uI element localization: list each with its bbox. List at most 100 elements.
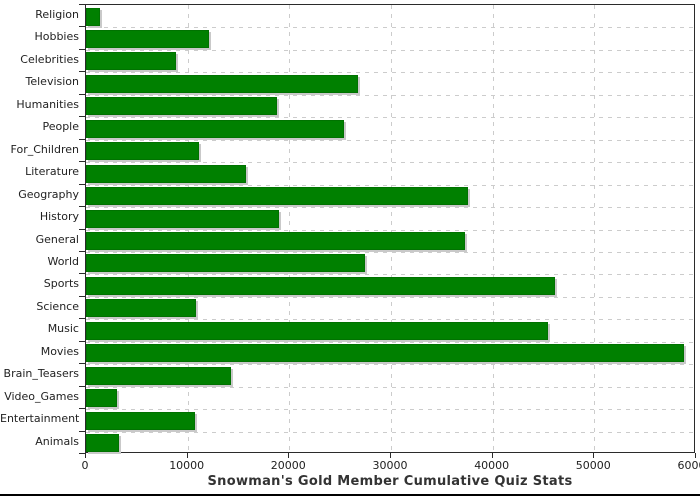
y-axis-tick: [79, 453, 85, 454]
bar-religion: [86, 7, 100, 26]
horizontal-gridline: [86, 229, 694, 231]
bar-general: [86, 232, 465, 250]
x-axis-tick: [288, 453, 290, 458]
bar-brain_teasers: [86, 366, 231, 385]
horizontal-gridline: [86, 117, 694, 119]
x-tick-label: 30000: [372, 459, 408, 472]
y-axis-tick: [79, 138, 85, 140]
horizontal-gridline: [86, 386, 694, 388]
category-label: Video_Games: [4, 389, 79, 403]
horizontal-gridline: [86, 207, 694, 208]
y-axis-tick: [79, 93, 85, 95]
y-axis-tick: [79, 340, 85, 342]
bar-literature: [86, 164, 246, 183]
bottom-border-line: [0, 494, 700, 496]
category-label: Movies: [40, 344, 79, 358]
category-label: Entertainment: [0, 412, 80, 426]
category-label: Animals: [35, 434, 79, 448]
vertical-gridline: [187, 5, 189, 452]
bar-animals: [86, 434, 119, 453]
category-label: Religion: [35, 8, 79, 21]
y-axis-tick: [79, 4, 85, 5]
category-label: Celebrities: [20, 52, 79, 66]
bar-humanities: [86, 97, 277, 116]
x-tick-label: 20000: [270, 459, 306, 472]
y-axis-tick: [79, 161, 85, 163]
horizontal-gridline: [86, 49, 694, 51]
bar-geography: [86, 187, 468, 206]
horizontal-gridline: [86, 162, 694, 164]
y-axis-tick: [79, 385, 85, 387]
category-label: World: [47, 254, 79, 268]
horizontal-gridline: [86, 72, 694, 74]
horizontal-gridline: [86, 319, 694, 321]
y-axis-tick: [79, 318, 85, 320]
bar-people: [86, 119, 344, 138]
x-axis-tick: [593, 453, 595, 458]
category-label: Television: [25, 75, 80, 89]
bar-history: [86, 209, 279, 228]
horizontal-gridline: [86, 274, 694, 276]
category-label: Brain_Teasers: [3, 367, 79, 381]
y-axis-tick: [79, 206, 85, 207]
plot-area: [85, 4, 695, 453]
horizontal-gridline: [86, 184, 694, 186]
x-axis-tick: [186, 453, 188, 458]
y-axis-tick: [79, 430, 85, 432]
horizontal-gridline: [86, 431, 694, 433]
category-label: Sports: [43, 277, 79, 291]
y-axis-tick: [79, 26, 85, 28]
bar-entertainment: [86, 411, 195, 430]
category-label: General: [35, 232, 79, 246]
bar-sports: [86, 276, 555, 295]
x-axis-tick: [390, 453, 391, 458]
bar-hobbies: [86, 29, 209, 48]
y-axis-tick: [79, 71, 85, 73]
category-label: For_Children: [10, 142, 79, 156]
horizontal-gridline: [86, 139, 694, 141]
bar-science: [86, 299, 196, 318]
y-axis-tick: [79, 295, 85, 297]
horizontal-gridline: [86, 296, 694, 298]
y-axis-tick: [79, 228, 85, 230]
y-axis-tick: [79, 48, 85, 50]
horizontal-gridline: [86, 251, 694, 253]
x-tick-label: 40000: [474, 459, 510, 472]
x-tick-label: 50000: [575, 459, 611, 472]
bar-celebrities: [86, 52, 176, 71]
x-tick-label: 10000: [169, 459, 205, 472]
bar-video_games: [86, 389, 117, 408]
category-label: Hobbies: [34, 30, 79, 44]
y-axis-tick: [79, 183, 85, 185]
category-label: Humanities: [16, 97, 79, 111]
vertical-gridline: [594, 5, 596, 452]
bar-television: [86, 74, 358, 93]
category-label: People: [42, 120, 79, 134]
horizontal-gridline: [86, 409, 694, 411]
horizontal-gridline: [86, 27, 694, 29]
y-axis-tick: [79, 408, 85, 410]
x-axis-tick: [695, 453, 696, 458]
vertical-gridline: [289, 5, 291, 452]
category-label: Science: [36, 299, 79, 313]
category-label: History: [39, 210, 79, 223]
x-axis-tick: [85, 453, 86, 458]
vertical-gridline: [492, 5, 494, 452]
x-axis-tick: [491, 453, 493, 458]
y-axis-tick: [79, 273, 85, 275]
vertical-gridline: [391, 5, 392, 452]
bar-for_children: [86, 142, 199, 161]
bar-world: [86, 254, 365, 273]
x-tick-label: 60000: [677, 459, 700, 472]
horizontal-gridline: [86, 341, 694, 343]
category-label: Literature: [25, 165, 79, 179]
y-axis-tick: [79, 250, 85, 252]
bar-movies: [86, 344, 684, 363]
chart-title: Snowman's Gold Member Cumulative Quiz St…: [207, 474, 573, 489]
category-label: Geography: [18, 187, 79, 201]
y-axis-tick: [79, 116, 85, 118]
bar-music: [86, 321, 548, 340]
horizontal-gridline: [86, 364, 694, 366]
category-label: Music: [47, 322, 79, 336]
